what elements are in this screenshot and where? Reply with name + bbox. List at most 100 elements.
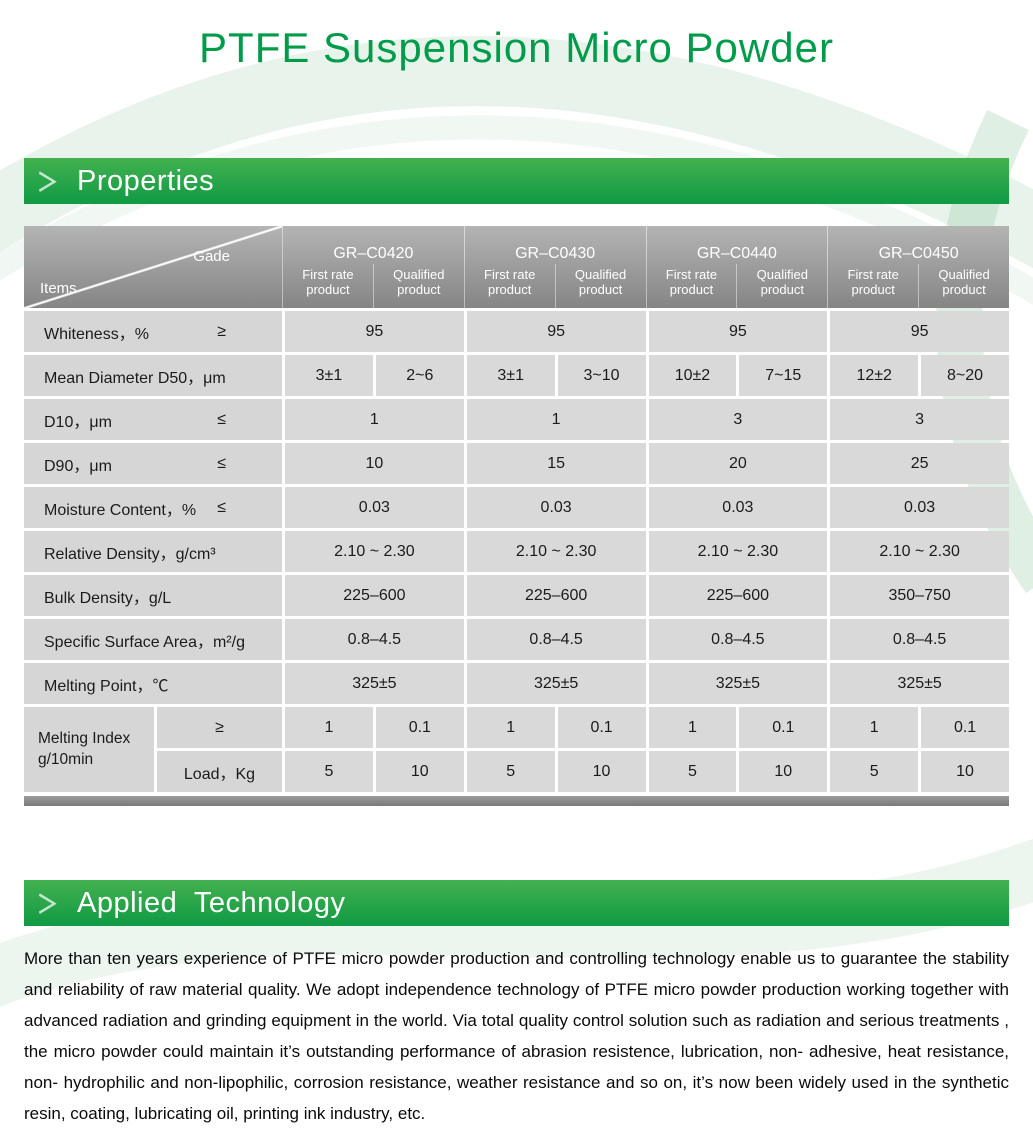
row-label-text: Specific Surface Area，m²/g	[44, 633, 245, 651]
spec-value: 10	[285, 443, 464, 484]
subheader-2-1: First rate product	[463, 264, 555, 308]
spec-value: 0.1	[557, 707, 646, 748]
subheader-1-2: Qualified product	[372, 264, 464, 308]
row-label: Relative Density，g/cm³	[24, 531, 282, 572]
spec-value: 1	[285, 399, 464, 440]
row-label-text: Bulk Density，g/L	[44, 589, 172, 607]
row-label: Mean Diameter D50，μm	[24, 355, 282, 396]
comparison-operator: ≥	[217, 322, 226, 340]
spec-value: 225–600	[648, 575, 828, 616]
spec-value: 0.03	[648, 487, 828, 528]
comparison-operator: ≤	[217, 498, 226, 516]
chevron-right-icon: ＞	[36, 169, 59, 197]
spec-value: 325±5	[830, 663, 1009, 704]
melting-index-label-block: Melting Index g/10min ≥ Load，Kg	[24, 707, 282, 792]
spec-value: 5	[285, 751, 373, 792]
spec-value: 3±1	[285, 355, 373, 396]
spec-value: 1	[285, 707, 373, 748]
spec-value: 2.10 ~ 2.30	[830, 531, 1009, 572]
properties-heading: Properties	[77, 164, 215, 197]
spec-value: 95	[285, 311, 464, 352]
spec-value: 5	[648, 751, 737, 792]
comparison-operator: ≤	[217, 410, 226, 428]
spec-value: 10±2	[648, 355, 737, 396]
spec-value: 0.03	[285, 487, 464, 528]
spec-value: 10	[739, 751, 828, 792]
spec-value: 325±5	[285, 663, 464, 704]
melting-index-load-label: Load，Kg	[157, 751, 282, 792]
row-label-text: D10，μm	[44, 413, 112, 431]
spec-value: 0.03	[466, 487, 646, 528]
row-label-text: Relative Density，g/cm³	[44, 545, 216, 563]
spec-value: 2.10 ~ 2.30	[466, 531, 646, 572]
spec-value: 0.1	[739, 707, 828, 748]
spec-value: 0.8–4.5	[830, 619, 1009, 660]
row-label-text: Moisture Content，%	[44, 501, 197, 519]
row-label: D10，μm ≤	[24, 399, 282, 440]
spec-value: 0.8–4.5	[285, 619, 464, 660]
spec-value: 1	[466, 399, 646, 440]
grade-row: GR–C0420 GR–C0430 GR–C0440 GR–C0450	[283, 226, 1009, 264]
spec-value: 1	[648, 707, 737, 748]
spec-value: 350–750	[830, 575, 1009, 616]
spec-value: 5	[466, 751, 555, 792]
row-label: Specific Surface Area，m²/g	[24, 619, 282, 660]
spec-value: 2.10 ~ 2.30	[285, 531, 464, 572]
row-label: D90，μm ≤	[24, 443, 282, 484]
spec-value: 3	[648, 399, 828, 440]
grade-header-4: GR–C0450	[827, 226, 1009, 264]
table-body: Whiteness，% ≥95 95 95 95 Mean Diameter D50，μm…	[24, 311, 1009, 792]
spec-value: 0.1	[375, 707, 464, 748]
spec-value: 0.8–4.5	[648, 619, 828, 660]
spec-value: 225–600	[466, 575, 646, 616]
spec-value: 15	[466, 443, 646, 484]
row-label: Whiteness，% ≥	[24, 311, 282, 352]
properties-table: Gade Items GR–C0420 GR–C0430 GR–C0440 GR–C0…	[24, 226, 1009, 792]
spec-value: 95	[648, 311, 828, 352]
applied-technology-banner: ＞ Applied Technology	[24, 880, 1009, 926]
row-label-text: D90，μm	[44, 457, 112, 475]
row-label-text: Melting Point，℃	[44, 677, 169, 695]
row-label-melting-index: Melting Index g/10min	[24, 707, 154, 792]
spec-value: 5	[830, 751, 919, 792]
spec-value: 12±2	[830, 355, 919, 396]
spec-value: 10	[921, 751, 1009, 792]
row-label: Moisture Content，% ≤	[24, 487, 282, 528]
table-footer-bar	[24, 796, 1009, 806]
spec-value: 0.03	[830, 487, 1009, 528]
chevron-right-icon: ＞	[36, 891, 59, 919]
spec-value: 25	[830, 443, 1009, 484]
spec-value: 3	[830, 399, 1009, 440]
grade-header-1: GR–C0420	[333, 245, 414, 262]
page-title: PTFE Suspension Micro Powder	[199, 24, 834, 71]
spec-value: 0.8–4.5	[466, 619, 646, 660]
comparison-operator: ≤	[217, 454, 226, 472]
row-label: Melting Point，℃	[24, 663, 282, 704]
subheader-3-2: Qualified product	[736, 264, 827, 308]
subheader-1-1: First rate product	[302, 267, 354, 297]
spec-value: 325±5	[648, 663, 828, 704]
spec-value: 8~20	[921, 355, 1009, 396]
table-header: Gade Items GR–C0420 GR–C0430 GR–C0440 GR–C0…	[24, 226, 1009, 308]
spec-value: 7~15	[739, 355, 828, 396]
grade-header-2: GR–C0430	[463, 226, 646, 264]
corner-grade-label: Gade	[193, 248, 230, 265]
subheader-2-2: Qualified product	[554, 264, 646, 308]
row-label-text: Whiteness，%	[44, 325, 149, 343]
spec-value: 3±1	[466, 355, 555, 396]
row-label-text: Mean Diameter D50，μm	[44, 369, 226, 387]
subheader-3-1: First rate product	[645, 264, 737, 308]
spec-value: 3~10	[557, 355, 646, 396]
spec-value: 2~6	[375, 355, 464, 396]
corner-cell: Gade Items	[24, 226, 282, 308]
spec-value: 2.10 ~ 2.30	[648, 531, 828, 572]
applied-technology-heading: Applied Technology	[77, 886, 346, 919]
spec-value: 325±5	[466, 663, 646, 704]
corner-items-label: Items	[40, 280, 77, 297]
spec-value: 0.1	[921, 707, 1009, 748]
spec-value: 10	[557, 751, 646, 792]
spec-value: 95	[466, 311, 646, 352]
subheader-4-1: First rate product	[827, 264, 918, 308]
row-label: Bulk Density，g/L	[24, 575, 282, 616]
